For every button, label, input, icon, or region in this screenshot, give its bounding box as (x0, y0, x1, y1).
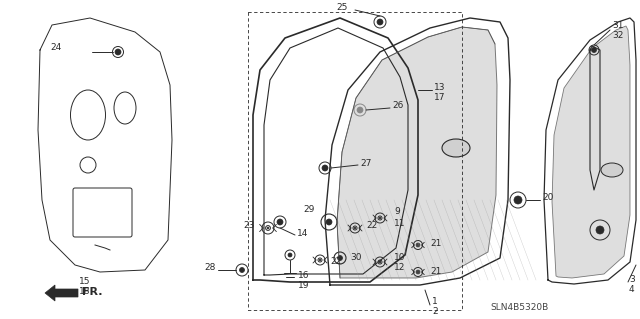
Text: 28: 28 (205, 263, 216, 272)
Text: 13: 13 (434, 83, 445, 92)
Circle shape (277, 219, 283, 225)
Circle shape (514, 196, 522, 204)
Circle shape (591, 48, 596, 53)
Circle shape (319, 259, 321, 261)
Text: 21: 21 (430, 268, 442, 277)
Circle shape (288, 253, 292, 257)
Polygon shape (45, 285, 78, 301)
Text: 27: 27 (360, 159, 371, 167)
Circle shape (326, 219, 332, 225)
Text: 2: 2 (432, 307, 438, 315)
Text: 12: 12 (394, 263, 405, 272)
Text: 4: 4 (629, 285, 635, 293)
Text: 14: 14 (297, 228, 308, 238)
Ellipse shape (601, 163, 623, 177)
Circle shape (267, 227, 269, 229)
Ellipse shape (442, 139, 470, 157)
Text: 32: 32 (612, 31, 623, 40)
Circle shape (357, 107, 363, 113)
Text: 9: 9 (394, 207, 400, 217)
Circle shape (115, 49, 121, 55)
Circle shape (377, 19, 383, 25)
Text: 23: 23 (244, 220, 255, 229)
Text: 24: 24 (51, 43, 62, 53)
Circle shape (596, 226, 604, 234)
Text: 29: 29 (303, 205, 315, 214)
Text: 22: 22 (330, 257, 341, 266)
Text: 31: 31 (612, 20, 623, 29)
Text: 25: 25 (337, 4, 348, 12)
Text: 22: 22 (366, 221, 377, 231)
Text: 20: 20 (542, 194, 554, 203)
Text: 15: 15 (79, 278, 91, 286)
Circle shape (337, 256, 342, 261)
Text: 17: 17 (434, 93, 445, 101)
Circle shape (354, 227, 356, 229)
Text: 1: 1 (432, 298, 438, 307)
Text: 3: 3 (629, 276, 635, 285)
Text: 18: 18 (79, 287, 91, 296)
Text: 11: 11 (394, 219, 406, 228)
Text: 10: 10 (394, 254, 406, 263)
Text: 21: 21 (430, 239, 442, 248)
Text: 16: 16 (298, 271, 310, 279)
Text: 19: 19 (298, 280, 310, 290)
Polygon shape (552, 26, 630, 278)
Text: 26: 26 (392, 101, 403, 110)
Circle shape (417, 271, 419, 273)
Circle shape (417, 244, 419, 246)
Circle shape (239, 268, 244, 272)
Text: FR.: FR. (82, 287, 102, 297)
Text: SLN4B5320B: SLN4B5320B (490, 303, 548, 313)
Circle shape (322, 165, 328, 171)
Circle shape (379, 217, 381, 219)
Circle shape (379, 261, 381, 263)
Text: 30: 30 (350, 254, 362, 263)
Polygon shape (337, 27, 497, 278)
